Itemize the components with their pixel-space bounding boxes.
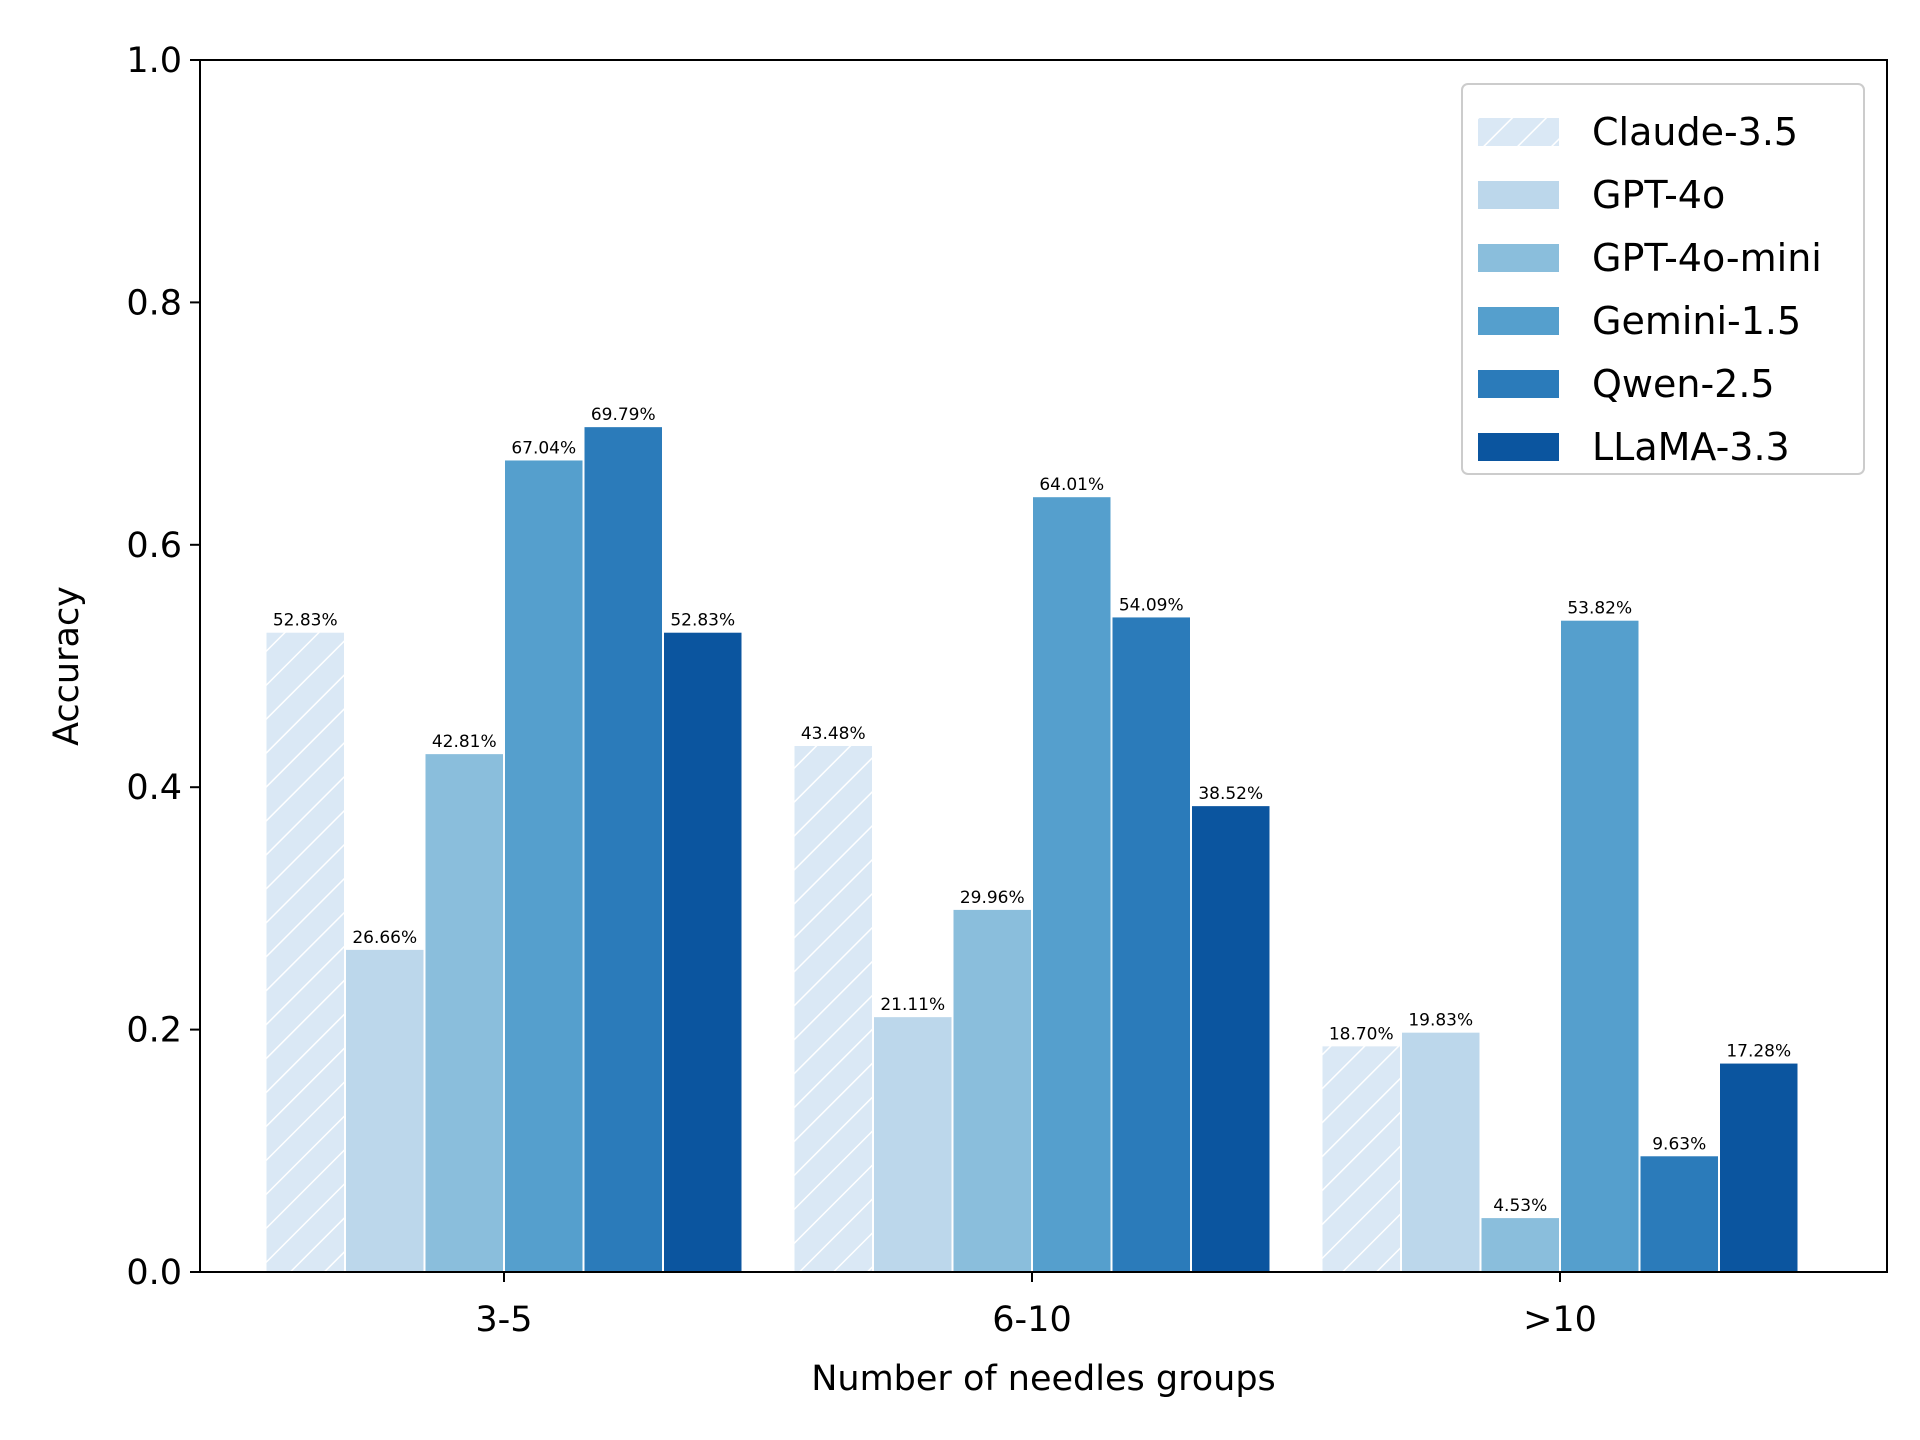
series-gpt-4o-mini: 42.81% 29.96% 4.53% <box>423 732 1561 1274</box>
x-tick-label: >10 <box>1523 1300 1597 1340</box>
bar <box>662 630 744 1273</box>
legend-swatch <box>1478 433 1559 461</box>
y-tick-label: 0.2 <box>126 1011 182 1051</box>
y-tick-label: 1.0 <box>126 41 182 81</box>
bar <box>264 630 346 1273</box>
bar-value-label: 19.83% <box>1408 1011 1473 1031</box>
bar <box>1718 1061 1800 1273</box>
bar-value-label: 67.04% <box>511 438 576 458</box>
bar <box>1031 495 1113 1273</box>
legend: Claude-3.5 GPT-4o GPT-4o-mini Gemini-1.5 Qwe… <box>1461 83 1865 475</box>
legend-label: Claude-3.5 <box>1592 110 1798 154</box>
bar <box>503 458 585 1273</box>
bars-layer: 52.83%43.48%18.70%26.66%21.11%19.83%42.8… <box>264 405 1800 1274</box>
bar-value-label: 38.52% <box>1198 784 1263 804</box>
bar-value-label: 21.11% <box>880 995 945 1015</box>
axes-layer: 0.0 0.2 0.4 0.6 0.8 1.0 3-5 6-10 >10 <box>126 41 1888 1340</box>
bar <box>1110 615 1192 1273</box>
bar-value-label: 18.70% <box>1329 1024 1394 1044</box>
series-claude-3-5: 52.83% 43.48% 18.70% <box>264 611 1402 1273</box>
x-axis-title: Number of needles groups <box>811 1359 1276 1399</box>
legend-swatch <box>1478 244 1559 272</box>
plot-frame <box>199 59 1888 1273</box>
bar-value-label: 53.82% <box>1567 599 1632 619</box>
series-qwen-2-5: 69.79% 54.09% 9.63% <box>582 405 1720 1274</box>
bar <box>792 744 874 1273</box>
legend-label: Gemini-1.5 <box>1592 299 1801 343</box>
x-tick-label: 3-5 <box>475 1300 532 1340</box>
y-tick-label: 0.4 <box>126 768 182 808</box>
legend-label: GPT-4o-mini <box>1592 236 1822 280</box>
bar-value-label: 69.79% <box>591 405 656 425</box>
bar-value-label: 52.83% <box>273 611 338 631</box>
bar <box>423 752 505 1273</box>
y-axis-title: Accuracy <box>47 586 87 746</box>
legend-swatch <box>1478 118 1559 146</box>
bar-value-label: 52.83% <box>670 611 735 631</box>
bar-value-label: 9.63% <box>1652 1134 1706 1154</box>
x-tick-label: 6-10 <box>992 1300 1071 1340</box>
bar <box>1400 1030 1482 1273</box>
bar-value-label: 43.48% <box>801 724 866 744</box>
legend-label: LLaMA-3.3 <box>1592 425 1790 469</box>
bar-value-label: 64.01% <box>1039 475 1104 495</box>
series-gemini-1-5: 67.04% 64.01% 53.82% <box>503 438 1641 1273</box>
bar-value-label: 29.96% <box>960 888 1025 908</box>
legend-label: Qwen-2.5 <box>1592 362 1775 406</box>
y-tick-label: 0.6 <box>126 526 182 566</box>
bar <box>1190 804 1272 1273</box>
bar-value-label: 42.81% <box>432 732 497 752</box>
bar <box>1320 1044 1402 1273</box>
bar <box>872 1015 954 1273</box>
legend-box <box>1461 83 1865 475</box>
legend-swatch <box>1478 307 1559 335</box>
bar <box>344 947 426 1273</box>
bar-value-label: 4.53% <box>1493 1196 1547 1216</box>
legend-swatch <box>1478 181 1559 209</box>
bar-value-label: 54.09% <box>1119 595 1184 615</box>
legend-swatch <box>1478 370 1559 398</box>
bar-value-label: 17.28% <box>1726 1042 1791 1062</box>
bar <box>1479 1216 1561 1274</box>
bar <box>1559 618 1641 1273</box>
y-tick-label: 0.8 <box>126 283 182 323</box>
bar <box>582 425 664 1273</box>
bar <box>1638 1154 1720 1274</box>
y-tick-label: 0.0 <box>126 1253 182 1293</box>
bar-value-label: 26.66% <box>352 928 417 948</box>
bar <box>951 907 1033 1274</box>
legend-label: GPT-4o <box>1592 173 1725 217</box>
series-gpt-4o: 26.66% 21.11% 19.83% <box>344 928 1482 1273</box>
series-llama-3-3: 52.83% 38.52% 17.28% <box>662 611 1800 1273</box>
